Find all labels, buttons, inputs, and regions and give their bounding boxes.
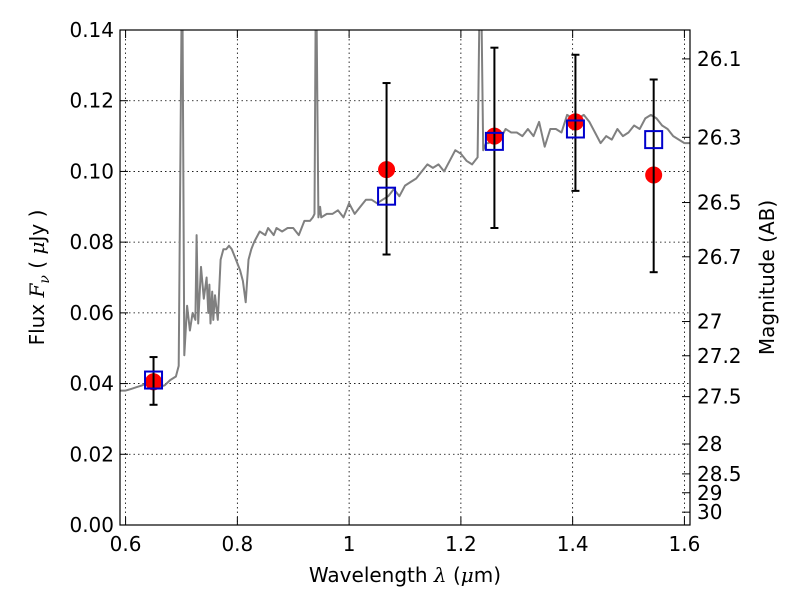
y-axis-label-unit-open: ( [25, 255, 49, 276]
y-axis-label-symbol: F [25, 282, 49, 298]
y-axis-label-subscript: ν [37, 275, 53, 284]
y-tick-label: 0.00 [69, 513, 114, 537]
y2-tick-label: 26.5 [697, 191, 742, 215]
x-tick-label: 1.2 [445, 532, 477, 556]
y-axis-label: Flux Fν ( μJy ) [25, 210, 53, 346]
y2-tick-label: 27.2 [697, 344, 742, 368]
model-flux-square [377, 186, 397, 206]
model-flux-square [144, 370, 164, 390]
y-tick-label: 0.08 [69, 230, 114, 254]
y2-tick-label: 28 [697, 432, 722, 456]
grid-lines [120, 29, 690, 526]
x-axis-label-unit-close: m) [474, 563, 501, 587]
data-layer [120, 30, 690, 406]
model-flux-square [644, 130, 664, 150]
y-tick-label: 0.06 [69, 301, 114, 325]
y2-tick-label: 30 [697, 500, 722, 524]
x-axis-label: Wavelength λ (μm) [309, 563, 501, 587]
x-tick-label: 1 [343, 532, 356, 556]
y-tick-label: 0.12 [69, 89, 114, 113]
y-axis-label-prefix: Flux [25, 297, 49, 345]
y2-axis-label: Magnitude (AB) [755, 200, 779, 355]
y2-tick-label: 29 [697, 481, 722, 505]
x-axis-label-symbol: λ [433, 563, 447, 587]
x-tick-label: 1.4 [557, 532, 589, 556]
y2-tick-label: 28.5 [697, 462, 742, 486]
y2-tick-label: 26.3 [697, 125, 742, 149]
x-axis-label-unit-open: ( [447, 563, 461, 587]
y-tick-label: 0.04 [69, 372, 114, 396]
x-tick-label: 0.8 [221, 532, 253, 556]
model-flux-square [565, 119, 585, 139]
x-axis-label-prefix: Wavelength [309, 563, 434, 587]
y-tick-label: 0.14 [69, 18, 114, 42]
y-tick-label: 0.02 [69, 442, 114, 466]
y2-tick-label: 26.1 [697, 47, 742, 71]
y-tick-label: 0.10 [69, 159, 114, 183]
y-axis-label-unit-close: Jy ) [25, 210, 49, 244]
plot-area [120, 30, 690, 525]
axes: 0.6 0.8 1 1.2 1.4 1.6 0.00 0.02 0.04 0.06 0.08 0.10… [69, 18, 741, 556]
model-spectrum-line [120, 30, 690, 392]
y2-tick-label: 26.7 [697, 245, 742, 269]
model-flux-square [484, 131, 504, 151]
x-tick-label: 1.6 [669, 532, 701, 556]
y-axis-label-unit-mu: μ [25, 242, 49, 255]
y2-tick-label: 27.5 [697, 385, 742, 409]
x-tick-label: 0.6 [110, 532, 142, 556]
y2-tick-label: 27 [697, 310, 722, 334]
plot-border [119, 29, 691, 526]
x-axis-label-unit-mu: μ [461, 563, 474, 587]
